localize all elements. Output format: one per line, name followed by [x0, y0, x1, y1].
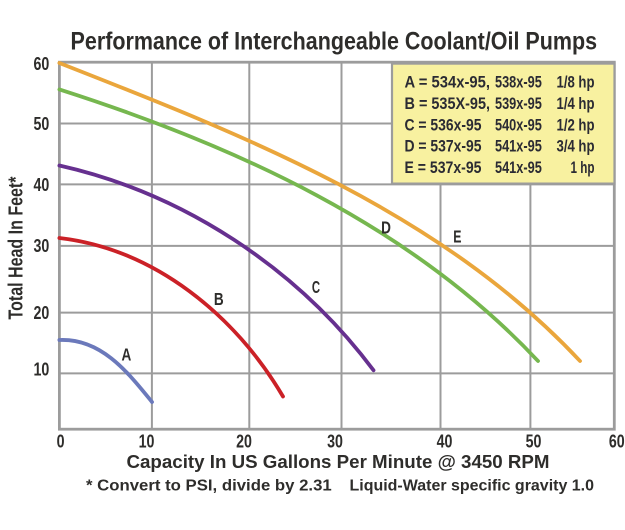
svg-text:40: 40: [34, 175, 50, 195]
svg-text:540x-95: 540x-95: [495, 115, 542, 134]
svg-text:D: D: [381, 218, 391, 238]
svg-text:538x-95: 538x-95: [495, 73, 542, 92]
svg-text:40: 40: [437, 432, 453, 452]
svg-text:C: C: [312, 277, 320, 297]
svg-text:50: 50: [526, 432, 542, 452]
svg-text:D = 537x-95: D = 537x-95: [405, 137, 482, 156]
svg-text:20: 20: [34, 303, 50, 323]
svg-text:50: 50: [34, 114, 50, 134]
svg-text:30: 30: [34, 236, 50, 256]
svg-text:1/2 hp: 1/2 hp: [557, 115, 595, 134]
svg-text:E: E: [453, 226, 461, 246]
svg-text:539x-95: 539x-95: [495, 94, 542, 113]
svg-text:1 hp: 1 hp: [571, 158, 595, 177]
svg-text:1/8 hp: 1/8 hp: [557, 73, 595, 92]
svg-text:Total Head In Feet*: Total Head In Feet*: [6, 176, 28, 319]
svg-text:E = 537x-95: E = 537x-95: [405, 158, 482, 177]
svg-text:1/4 hp: 1/4 hp: [557, 94, 595, 113]
svg-text:60: 60: [609, 432, 625, 452]
svg-text:20: 20: [236, 432, 252, 452]
svg-text:541x-95: 541x-95: [495, 137, 542, 156]
svg-text:60: 60: [34, 54, 50, 74]
svg-text:0: 0: [57, 432, 65, 452]
svg-text:Liquid-Water specific gravity: Liquid-Water specific gravity 1.0: [350, 477, 595, 494]
svg-text:A: A: [122, 345, 132, 365]
svg-text:541x-95: 541x-95: [495, 158, 542, 177]
svg-text:10: 10: [34, 360, 50, 380]
svg-text:B: B: [214, 289, 224, 309]
svg-text:* Convert to PSI, divide by 2.: * Convert to PSI, divide by 2.31: [86, 477, 332, 494]
svg-text:10: 10: [139, 432, 155, 452]
svg-text:3/4 hp: 3/4 hp: [557, 137, 595, 156]
svg-text:Capacity In US Gallons Per Min: Capacity In US Gallons Per Minute @ 3450…: [127, 452, 550, 472]
svg-text:B = 535X-95,: B = 535X-95,: [405, 94, 491, 113]
svg-text:Performance of Interchangeable: Performance of Interchangeable Coolant/O…: [71, 29, 598, 56]
svg-text:30: 30: [327, 432, 343, 452]
svg-text:A = 534x-95,: A = 534x-95,: [405, 73, 491, 92]
svg-text:C = 536x-95: C = 536x-95: [405, 115, 482, 134]
